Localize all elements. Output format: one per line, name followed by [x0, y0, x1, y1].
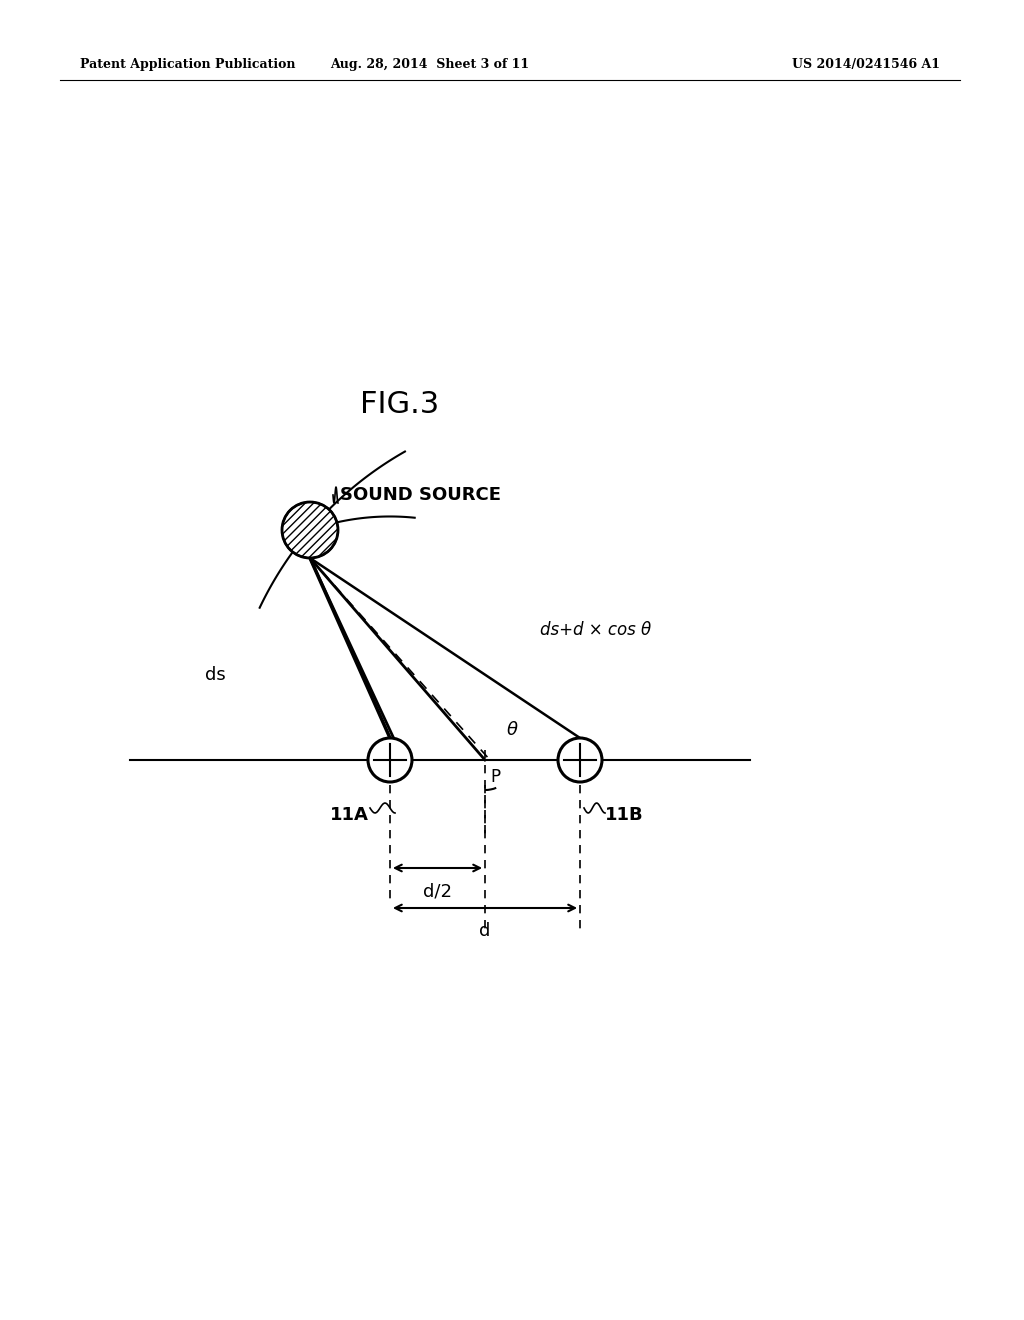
- Text: Aug. 28, 2014  Sheet 3 of 11: Aug. 28, 2014 Sheet 3 of 11: [331, 58, 529, 71]
- Text: ds+d × cos θ: ds+d × cos θ: [540, 620, 651, 639]
- Text: SOUND SOURCE: SOUND SOURCE: [340, 486, 501, 504]
- Circle shape: [558, 738, 602, 781]
- Text: P: P: [490, 768, 500, 785]
- Text: d/2: d/2: [423, 882, 452, 900]
- Text: 11B: 11B: [605, 807, 644, 824]
- Text: US 2014/0241546 A1: US 2014/0241546 A1: [792, 58, 940, 71]
- Text: 11A: 11A: [330, 807, 369, 824]
- Text: FIG.3: FIG.3: [360, 389, 439, 418]
- Text: θ: θ: [507, 721, 518, 739]
- Text: Patent Application Publication: Patent Application Publication: [80, 58, 296, 71]
- Circle shape: [368, 738, 412, 781]
- Text: ds: ds: [205, 667, 225, 684]
- Circle shape: [282, 502, 338, 558]
- Text: d: d: [479, 921, 490, 940]
